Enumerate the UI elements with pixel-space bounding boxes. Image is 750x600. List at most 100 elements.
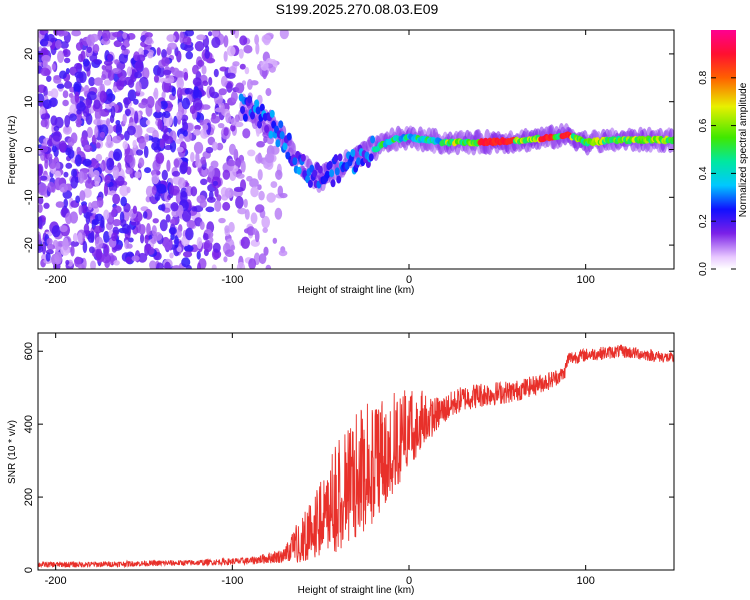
spectrogram-cell bbox=[106, 157, 115, 171]
spectrogram-cell bbox=[152, 218, 159, 224]
spectrogram-cell bbox=[185, 51, 194, 60]
spectrogram-cell bbox=[106, 118, 111, 126]
spectrogram-cell bbox=[185, 264, 192, 269]
spectrogram-cell bbox=[84, 144, 91, 150]
spectrogram-cell bbox=[228, 143, 237, 155]
spectrogram-cell bbox=[230, 118, 237, 126]
spectrogram-cell bbox=[54, 251, 63, 265]
spectrogram-cell bbox=[90, 230, 95, 243]
spectrogram-cell bbox=[74, 71, 84, 79]
spectrogram-cell bbox=[163, 241, 173, 251]
spectrogram-cell bbox=[240, 105, 246, 114]
spectrogram-cell bbox=[239, 63, 246, 70]
spectrogram-cell bbox=[223, 127, 229, 136]
spectrogram-cell bbox=[258, 190, 265, 201]
y-tick-label: 0 bbox=[23, 146, 35, 152]
spectrogram-cell bbox=[127, 125, 136, 136]
spectrogram-cell bbox=[69, 113, 77, 122]
spectrogram-cell bbox=[177, 204, 184, 216]
spectrogram-cell bbox=[243, 198, 248, 208]
spectrogram-cell bbox=[113, 40, 122, 48]
spectrogram-cell bbox=[38, 196, 44, 205]
spectrogram-cell bbox=[138, 224, 146, 235]
spectrogram-cell bbox=[76, 146, 82, 155]
spectrogram-cell bbox=[71, 30, 82, 37]
spectrogram-cell bbox=[263, 135, 268, 144]
spectrogram-cell bbox=[189, 105, 196, 114]
spectrogram-cell bbox=[149, 260, 157, 269]
spectrogram-cell bbox=[144, 167, 152, 174]
spectrogram-cell bbox=[77, 170, 85, 184]
spectrogram-cell bbox=[134, 171, 142, 179]
spectrogram-cell bbox=[113, 148, 123, 162]
spectrogram-cell bbox=[144, 32, 153, 38]
spectrogram-cell bbox=[39, 145, 49, 153]
spectrogram-cell bbox=[43, 202, 50, 209]
spectrogram-cell bbox=[78, 205, 83, 216]
spectrogram-cell bbox=[65, 162, 73, 169]
spectrogram-cell bbox=[48, 134, 53, 147]
spectrogram-cell bbox=[194, 41, 205, 52]
spectrogram-cell bbox=[236, 261, 246, 269]
spectrogram-cell bbox=[197, 59, 205, 67]
spectrogram-cell bbox=[239, 35, 248, 46]
spectrogram-cell bbox=[170, 201, 179, 212]
spectrogram-cell bbox=[132, 139, 137, 149]
spectrogram-cell bbox=[212, 180, 219, 186]
spectrogram-cell bbox=[271, 145, 280, 155]
spectrogram-cell bbox=[62, 48, 71, 58]
spectrogram-cell bbox=[234, 121, 244, 128]
spectrogram-cell bbox=[266, 192, 276, 203]
spectrogram-cell bbox=[162, 69, 172, 76]
spectrogram-cell bbox=[111, 232, 118, 242]
spectrogram-cell bbox=[164, 261, 171, 269]
spectrogram-cell bbox=[168, 227, 177, 235]
spectrogram-cell bbox=[112, 31, 122, 38]
spectrogram-cell bbox=[257, 169, 263, 181]
spectrogram-cell bbox=[38, 203, 43, 213]
spectrogram-cell bbox=[230, 124, 236, 132]
spectrogram-cell bbox=[132, 205, 138, 215]
spectrogram-cell bbox=[159, 138, 165, 149]
spectrogram-cell bbox=[164, 135, 174, 145]
spectrogram-cell bbox=[151, 174, 160, 185]
spectrogram-cell bbox=[92, 43, 100, 54]
spectrogram-cell bbox=[217, 123, 225, 129]
spectrogram-cell bbox=[51, 225, 61, 238]
spectrogram-cell bbox=[153, 87, 159, 100]
spectrogram-cell bbox=[124, 97, 129, 109]
spectrogram-cell bbox=[65, 147, 72, 156]
spectrogram-cell bbox=[223, 256, 228, 263]
spectrogram-cell bbox=[153, 74, 159, 83]
spectrogram-cell bbox=[163, 203, 173, 209]
spectrogram-cell bbox=[206, 196, 216, 203]
spectrogram-cell bbox=[39, 175, 48, 181]
spectrogram-cell bbox=[159, 100, 168, 110]
spectrogram-cell bbox=[69, 104, 78, 116]
spectrogram-cell bbox=[93, 118, 103, 126]
spectrogram-cell bbox=[47, 153, 53, 161]
spectrogram-cell bbox=[226, 45, 236, 57]
spectrogram-cell bbox=[92, 169, 100, 178]
colorbar: 0.0 0.2 0.4 0.6 0.8 Normalized spectral ampl… bbox=[698, 30, 749, 276]
spectrogram-cell bbox=[95, 142, 101, 149]
spectrogram-cell bbox=[183, 45, 194, 52]
spectrogram-cell bbox=[122, 113, 127, 125]
spectrogram-cell bbox=[257, 120, 263, 129]
spectrogram-cell bbox=[89, 33, 99, 43]
spectrogram-cell bbox=[43, 86, 48, 98]
spectrogram-cell bbox=[74, 91, 80, 104]
spectrogram-cell bbox=[238, 48, 244, 59]
spectrogram-cell bbox=[220, 75, 228, 87]
spectrogram-cell bbox=[234, 30, 240, 39]
spectrogram-cell bbox=[200, 156, 207, 165]
snr-panel: -200 -100 0 100 0 200 400 600 Height of straig… bbox=[7, 332, 675, 596]
spectrogram-cell bbox=[125, 256, 132, 264]
spectrogram-cell bbox=[265, 88, 272, 97]
spectrogram-cell bbox=[120, 196, 127, 207]
spectrogram-cell bbox=[230, 90, 238, 103]
spectrogram-cell bbox=[56, 83, 65, 89]
spectrogram-cell bbox=[38, 216, 43, 230]
x-tick-label: 0 bbox=[406, 575, 412, 587]
